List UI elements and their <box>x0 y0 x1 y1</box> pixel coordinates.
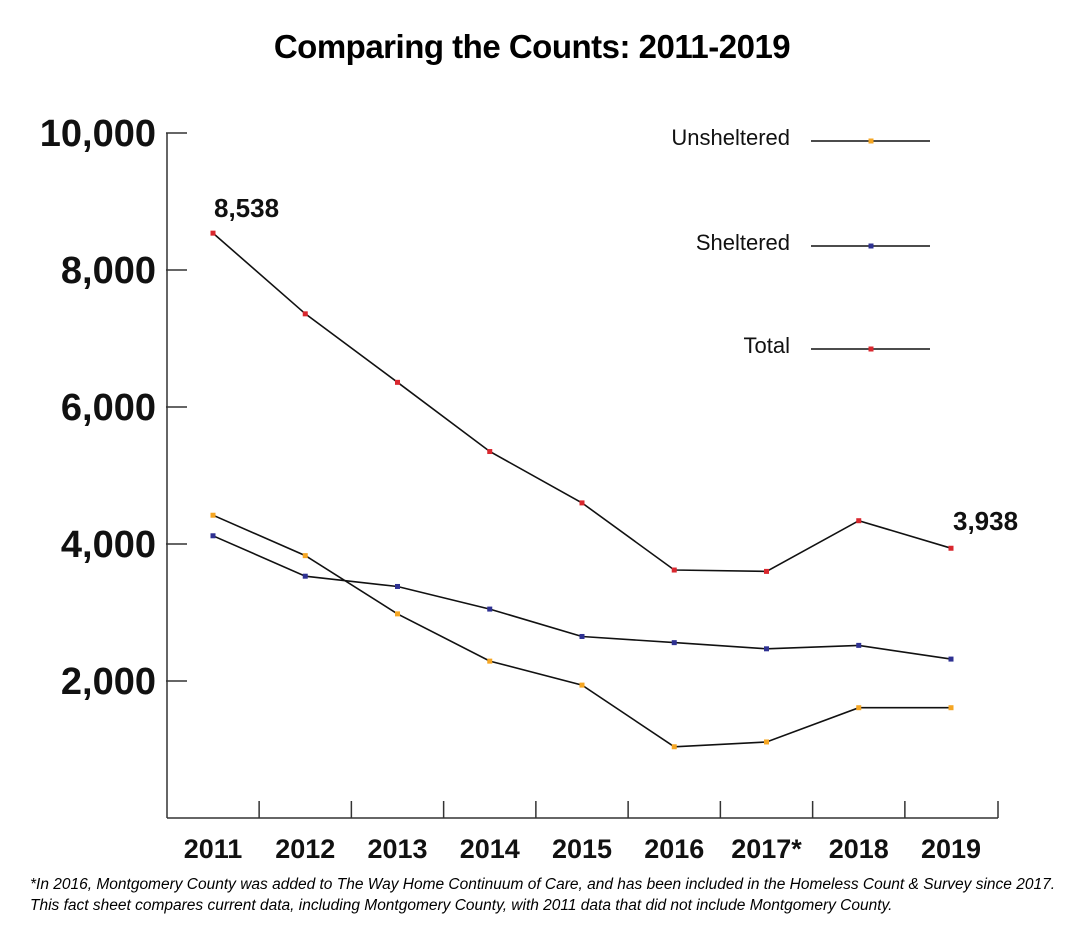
data-point-unsheltered <box>302 553 308 559</box>
x-tick-label: 2017* <box>731 834 802 864</box>
x-tick-label: 2019 <box>921 834 981 864</box>
series-line-unsheltered <box>212 514 951 748</box>
x-tick-label: 2012 <box>275 834 335 864</box>
legend-label: Sheltered <box>696 230 790 255</box>
line-chart: 2,000 4,000 6,000 8,000 10,000 2011 2012 2013 20… <box>40 113 1018 864</box>
data-point-sheltered <box>302 573 308 579</box>
data-point-unsheltered <box>671 744 677 750</box>
series-line-total <box>212 232 952 573</box>
data-point-unsheltered <box>395 611 400 617</box>
data-point-total <box>395 379 400 385</box>
data-point-total <box>302 311 308 317</box>
data-point-sheltered <box>856 642 862 648</box>
data-point-total <box>671 567 677 573</box>
data-point-unsheltered <box>579 682 585 688</box>
x-tick-label: 2013 <box>367 834 427 864</box>
data-point-unsheltered <box>210 512 216 518</box>
x-tick-label: 2018 <box>829 834 889 864</box>
y-tick-label: 4,000 <box>61 524 156 566</box>
data-point-sheltered <box>948 656 954 662</box>
x-tick-label: 2014 <box>460 834 520 864</box>
series-line-sheltered <box>212 535 952 660</box>
data-point-total <box>579 500 585 506</box>
data-point-total <box>948 545 954 551</box>
x-tick-label: 2011 <box>184 834 243 864</box>
y-tick-label: 6,000 <box>61 387 156 429</box>
data-point-sheltered <box>671 640 677 646</box>
data-point-sheltered <box>764 646 769 652</box>
data-point-sheltered <box>395 583 400 589</box>
data-label: 3,938 <box>953 506 1018 536</box>
y-tick-label: 10,000 <box>40 113 156 155</box>
legend-marker <box>868 346 874 352</box>
y-tick-label: 8,000 <box>61 250 156 292</box>
x-tick-label: 2015 <box>552 834 612 864</box>
y-tick-label: 2,000 <box>61 661 156 703</box>
data-point-total <box>210 230 216 236</box>
legend-label: Total <box>744 333 790 358</box>
legend-marker <box>868 138 874 144</box>
chart-title: Comparing the Counts: 2011-2019 <box>273 28 791 65</box>
data-point-unsheltered <box>764 739 769 745</box>
data-point-total <box>764 568 769 574</box>
footnote: *In 2016, Montgomery County was added to… <box>30 876 1056 914</box>
data-label: 8,538 <box>214 193 279 223</box>
data-point-total <box>856 518 862 524</box>
legend-marker <box>868 243 874 249</box>
x-tick-label: 2016 <box>644 834 704 864</box>
data-point-sheltered <box>487 606 493 612</box>
data-point-sheltered <box>579 633 585 639</box>
data-point-unsheltered <box>856 705 862 711</box>
data-point-unsheltered <box>948 705 954 711</box>
data-point-total <box>487 449 493 455</box>
data-point-sheltered <box>210 533 216 539</box>
legend-label: Unsheltered <box>671 125 790 150</box>
data-point-unsheltered <box>487 658 493 664</box>
